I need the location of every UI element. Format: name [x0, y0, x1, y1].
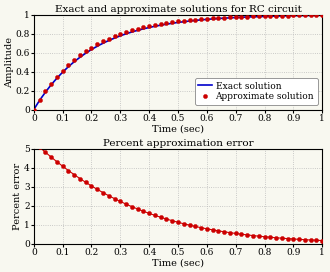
Approximate solution [222, 16, 226, 19]
Exact solution [159, 23, 163, 27]
Legend: Exact solution, Approximate solution: Exact solution, Approximate solution [195, 78, 318, 105]
Approximate solution [314, 14, 318, 17]
Approximate solution [240, 15, 244, 18]
Y-axis label: Amplitude: Amplitude [5, 36, 14, 88]
Y-axis label: Percent error: Percent error [13, 163, 22, 230]
Line: Exact solution: Exact solution [34, 15, 322, 110]
Approximate solution [32, 108, 36, 111]
Exact solution [262, 15, 266, 18]
X-axis label: Time (sec): Time (sec) [152, 258, 204, 267]
Title: Exact and approximate solutions for RC circuit: Exact and approximate solutions for RC c… [54, 5, 302, 14]
Title: Percent approximation error: Percent approximation error [103, 139, 253, 148]
Exact solution [320, 14, 324, 17]
Exact solution [230, 16, 234, 19]
Line: Approximate solution: Approximate solution [32, 13, 324, 112]
Exact solution [32, 108, 36, 111]
X-axis label: Time (sec): Time (sec) [152, 124, 204, 133]
Approximate solution [118, 33, 122, 36]
Approximate solution [95, 43, 99, 46]
Approximate solution [320, 14, 324, 17]
Exact solution [257, 15, 261, 18]
Approximate solution [124, 30, 128, 34]
Exact solution [61, 70, 65, 73]
Exact solution [148, 26, 152, 29]
